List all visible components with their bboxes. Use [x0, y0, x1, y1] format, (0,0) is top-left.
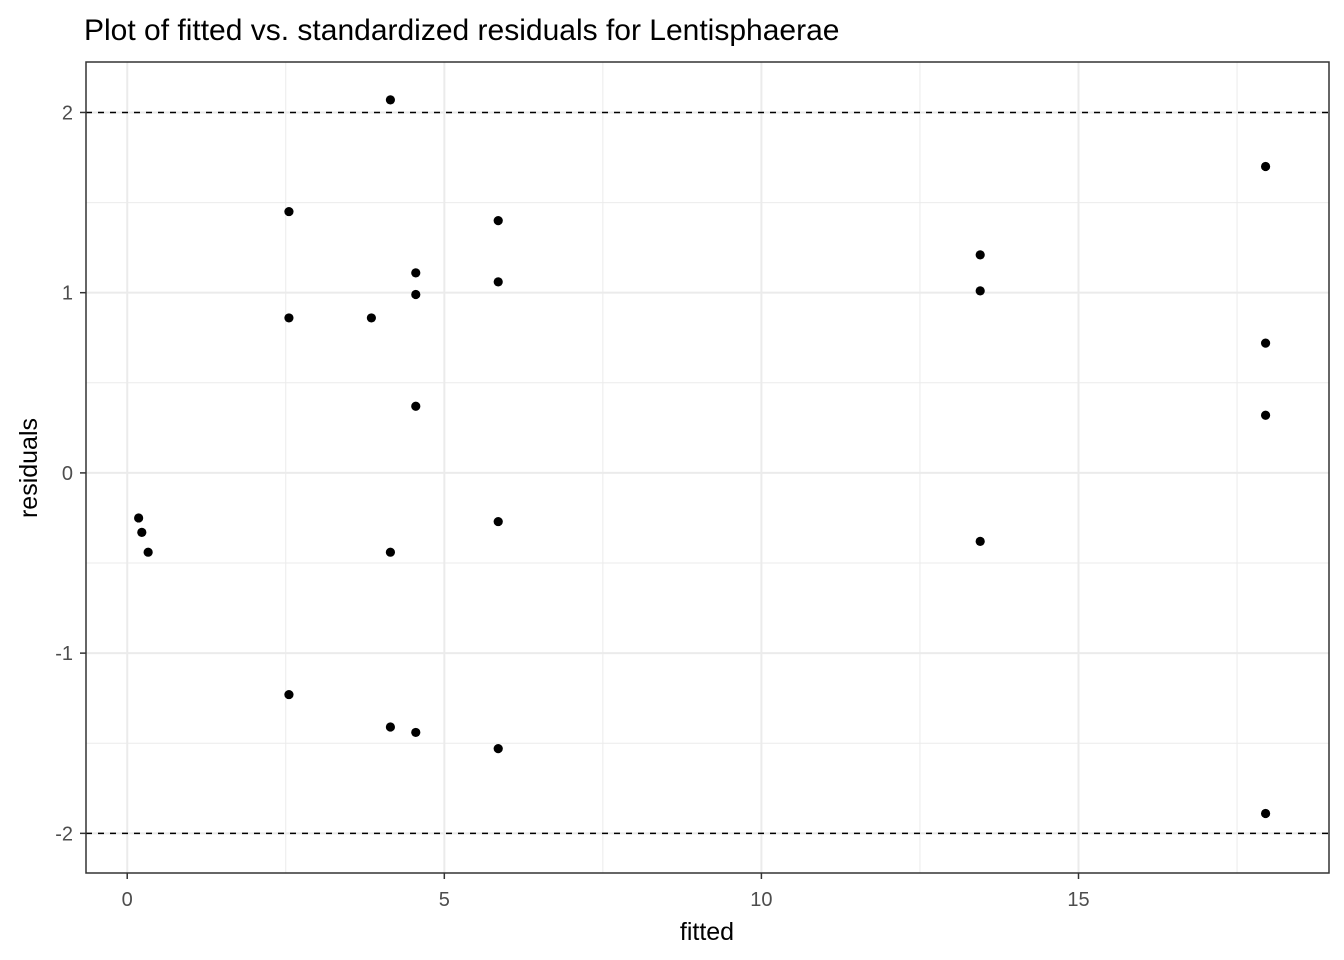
- data-point: [411, 268, 421, 278]
- reference-lines: [86, 111, 1329, 835]
- data-point: [284, 313, 294, 323]
- x-tick-label: 15: [1067, 889, 1089, 911]
- data-point: [411, 289, 421, 300]
- data-point: [493, 277, 503, 287]
- data-points: [134, 95, 1271, 819]
- data-point: [493, 215, 503, 226]
- data-point: [385, 95, 396, 105]
- data-point: [1260, 410, 1271, 420]
- x-axis-title: fitted: [680, 918, 734, 946]
- data-point: [385, 722, 396, 732]
- y-tick-label: 2: [62, 102, 73, 124]
- data-point: [1260, 161, 1271, 172]
- x-tick-label: 10: [750, 889, 772, 911]
- data-point: [1260, 808, 1271, 819]
- plot-panel-background: [86, 62, 1329, 873]
- chart-title: Plot of fitted vs. standardized residual…: [84, 14, 839, 47]
- x-tick-label: 0: [122, 889, 133, 911]
- y-axis-title: residuals: [15, 418, 43, 518]
- data-point: [493, 516, 503, 527]
- data-point: [137, 527, 147, 537]
- data-point: [411, 727, 421, 738]
- x-tick-label: 5: [439, 889, 450, 911]
- data-point: [411, 401, 421, 411]
- data-point: [975, 536, 985, 546]
- y-tick-label: -2: [55, 823, 73, 845]
- minor-gridlines: [86, 62, 1329, 873]
- data-point: [284, 206, 294, 217]
- plot-panel-border: [85, 61, 1330, 874]
- data-point: [975, 250, 985, 260]
- data-point: [143, 547, 153, 557]
- data-point: [1260, 338, 1271, 348]
- y-tick-label: 0: [62, 463, 73, 485]
- data-point: [366, 313, 376, 323]
- y-axis: -2 -1 0 1 2: [55, 102, 86, 845]
- data-point: [134, 513, 144, 523]
- data-point: [493, 744, 503, 754]
- y-tick-label: 1: [62, 283, 73, 305]
- x-axis: 0 5 10 15: [122, 873, 1090, 911]
- data-point: [284, 689, 294, 700]
- y-tick-label: -1: [55, 643, 73, 665]
- data-point: [385, 547, 396, 557]
- data-point: [975, 286, 985, 296]
